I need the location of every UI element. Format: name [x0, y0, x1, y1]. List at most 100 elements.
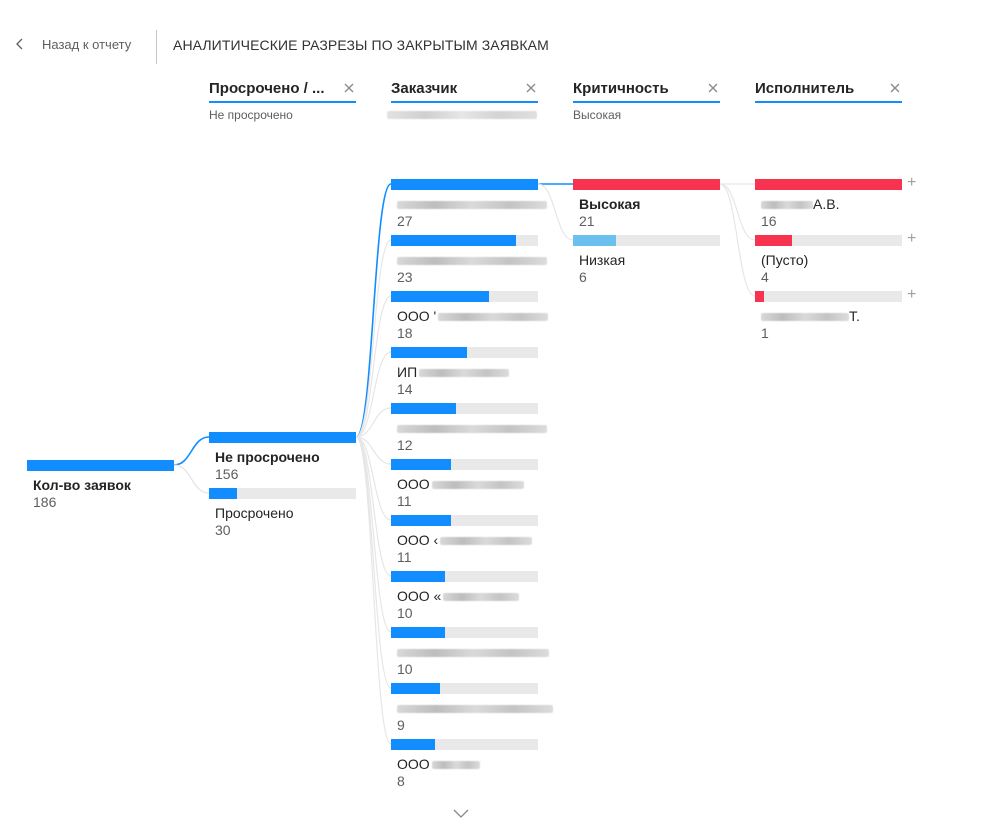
level-header-executor[interactable]: Исполнитель [755, 80, 902, 103]
redacted-text [761, 313, 849, 322]
close-icon[interactable] [342, 81, 356, 95]
bar-fill [755, 291, 764, 302]
bar-track [391, 627, 538, 638]
node-value: 156 [215, 466, 239, 482]
connector-line [355, 351, 392, 438]
node-value: 8 [397, 773, 405, 789]
bar-fill [755, 235, 792, 246]
redacted-text [438, 313, 549, 322]
node-value: 6 [579, 269, 587, 285]
node-label-text: Т. [849, 308, 860, 324]
plus-icon[interactable]: + [907, 286, 917, 303]
node-label: ООО [397, 476, 524, 492]
bar-fill [209, 432, 356, 443]
node-value: 1 [761, 325, 769, 341]
node-label: Т. [761, 308, 860, 324]
level-header-customer[interactable]: Заказчик [387, 80, 538, 119]
node-value: 11 [397, 493, 412, 509]
level-underline [573, 101, 720, 103]
node-label [397, 644, 549, 660]
node-label: ООО ‹ [397, 532, 533, 548]
bar-fill [391, 235, 516, 246]
bar-fill [391, 403, 456, 414]
connector-line [355, 436, 392, 521]
bar-fill [391, 571, 445, 582]
connector-line [173, 464, 210, 494]
node-value: 21 [579, 213, 595, 229]
bar-fill [391, 347, 467, 358]
level-title: Просрочено / ... [209, 80, 325, 97]
connector-line [355, 436, 392, 465]
bar-track [391, 683, 538, 694]
node-value: 27 [397, 213, 413, 229]
node-label-text: ООО « [397, 588, 442, 604]
node-label: Кол-во заявок [33, 477, 131, 493]
node-value: 4 [761, 269, 769, 285]
node-value: 9 [397, 717, 405, 733]
level-title: Заказчик [391, 80, 458, 97]
redacted-text [397, 705, 553, 714]
level-header-criticality[interactable]: Критичность Высокая [573, 80, 720, 122]
bar-fill [391, 683, 440, 694]
level-header-overdue[interactable]: Просрочено / ... Не просрочено [209, 80, 356, 122]
node-label: ООО ' [397, 308, 549, 324]
node-label: Низкая [579, 252, 625, 268]
header-divider [156, 30, 157, 64]
node-label-text: ИП [397, 364, 418, 380]
close-icon[interactable] [524, 81, 538, 95]
bar-track [209, 488, 356, 499]
plus-icon[interactable]: + [907, 174, 917, 191]
redacted-text [431, 761, 480, 770]
redacted-text [761, 201, 813, 210]
node-label: (Пусто) [761, 252, 808, 268]
close-icon[interactable] [706, 81, 720, 95]
bar-fill [391, 627, 445, 638]
connector-line [355, 436, 392, 577]
bar-fill [391, 459, 451, 470]
back-to-report-button[interactable]: Назад к отчету [12, 34, 131, 54]
level-selected-redacted [387, 111, 537, 119]
node-label: А.В. [761, 196, 839, 212]
plus-icon[interactable]: + [907, 230, 917, 247]
redacted-text [397, 201, 547, 210]
node-label-text: Низкая [579, 252, 626, 268]
node-label: Высокая [579, 196, 640, 212]
node-label: Не просрочено [215, 449, 320, 465]
bar-fill [573, 179, 720, 190]
bar-fill [391, 739, 435, 750]
close-icon[interactable] [888, 81, 902, 95]
connector-line [719, 183, 756, 241]
node-value: 12 [397, 437, 413, 453]
connector-line [537, 183, 574, 241]
bar-track [391, 403, 538, 414]
node-label-text: Высокая [579, 196, 641, 212]
redacted-text [397, 425, 547, 434]
node-label: Просрочено [215, 505, 294, 521]
node-label-text: ООО ‹ [397, 532, 439, 548]
bar-track [391, 571, 538, 582]
node-label-text: ООО ' [397, 308, 437, 324]
level-title: Критичность [573, 80, 669, 97]
node-label [397, 420, 547, 436]
bar-fill [755, 179, 902, 190]
level-selected: Высокая [573, 108, 622, 122]
node-value: 23 [397, 269, 413, 285]
level-underline [209, 101, 356, 103]
bar-track [391, 459, 538, 470]
bar-track [755, 235, 902, 246]
back-label: Назад к отчету [42, 36, 132, 52]
bar-fill [209, 488, 237, 499]
chevron-down-icon[interactable] [451, 806, 471, 820]
node-value: 10 [397, 605, 413, 621]
node-label-text: ООО [397, 476, 430, 492]
redacted-text [397, 257, 547, 266]
bar-fill [391, 291, 489, 302]
top-bar: Назад к отчету АНАЛИТИЧЕСКИЕ РАЗРЕЗЫ ПО … [0, 0, 994, 80]
connector-line [355, 183, 392, 438]
node-value: 10 [397, 661, 413, 677]
bar-track [755, 291, 902, 302]
connector-line [355, 436, 392, 633]
node-value: 30 [215, 522, 231, 538]
connector-line [355, 407, 392, 438]
